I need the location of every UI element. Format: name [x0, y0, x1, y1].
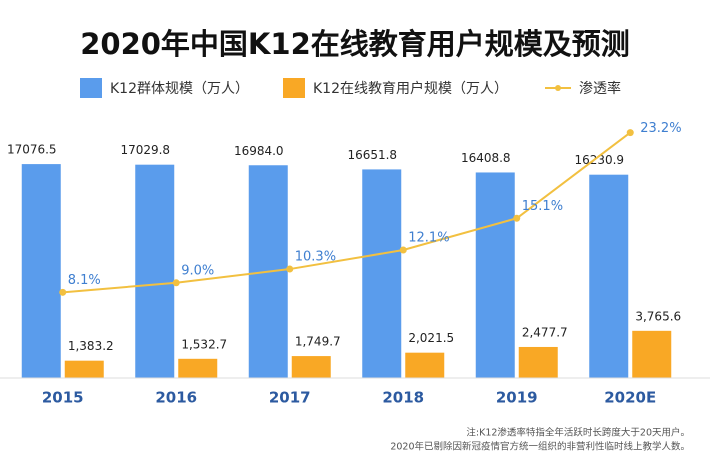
- value-label: 23.2%: [640, 121, 681, 136]
- footnote: 2020年已剔除因新冠疫情官方统一组织的非营利性临时线上教学人数。: [390, 441, 690, 453]
- bar: [291, 356, 331, 378]
- x-tick-label: 2015: [42, 389, 84, 407]
- x-tick-label: 2016: [155, 389, 197, 407]
- value-label: 3,765.6: [635, 309, 681, 323]
- legend-dot: [555, 85, 561, 91]
- line-point: [286, 265, 294, 273]
- bar: [135, 164, 175, 378]
- value-label: 1,532.7: [181, 337, 227, 351]
- x-tick-label: 2018: [382, 389, 424, 407]
- line-point: [513, 214, 521, 222]
- value-label: 12.1%: [408, 231, 449, 246]
- line: [62, 131, 631, 294]
- x-tick-label: 2020E: [604, 389, 656, 407]
- legend-swatch: [80, 78, 102, 98]
- value-label: 17029.8: [120, 143, 170, 157]
- bar: [21, 164, 61, 378]
- legend-swatch: [283, 78, 305, 98]
- line-point: [172, 279, 180, 287]
- value-label: 15.1%: [522, 199, 563, 214]
- line-point: [399, 246, 407, 254]
- value-label: 17076.5: [7, 143, 57, 157]
- value-label: 16230.9: [574, 153, 624, 167]
- legend-label: 渗透率: [579, 80, 621, 97]
- x-tick-label: 2019: [496, 389, 538, 407]
- line-point: [626, 129, 634, 137]
- bar: [475, 172, 515, 378]
- value-label: 16984.0: [234, 144, 284, 158]
- bar: [64, 360, 104, 378]
- value-label: 1,383.2: [68, 339, 114, 353]
- chart-title: 2020年中国K12在线教育用户规模及预测: [80, 27, 630, 61]
- value-label: 2,477.7: [522, 325, 568, 339]
- legend-label: K12在线教育用户规模（万人）: [313, 80, 508, 97]
- x-tick-label: 2017: [269, 389, 311, 407]
- value-label: 1,749.7: [295, 335, 341, 349]
- value-label: 16651.8: [347, 148, 397, 162]
- bar: [632, 330, 672, 378]
- legend: K12群体规模（万人） K12在线教育用户规模（万人） 渗透率: [80, 78, 621, 98]
- legend-label: K12群体规模（万人）: [110, 81, 249, 97]
- line-point: [59, 288, 67, 296]
- value-label: 9.0%: [181, 263, 214, 278]
- value-label: 2,021.5: [408, 331, 454, 345]
- bar: [589, 174, 629, 378]
- bar: [362, 169, 402, 378]
- footnote: 注:K12渗透率特指全年活跃时长跨度大于20天用户。: [466, 427, 690, 439]
- value-label: 8.1%: [68, 273, 101, 288]
- value-label: 10.3%: [295, 250, 336, 265]
- bar: [518, 346, 558, 378]
- value-label: 16408.8: [461, 151, 511, 165]
- bar: [178, 358, 218, 378]
- bar: [405, 352, 445, 378]
